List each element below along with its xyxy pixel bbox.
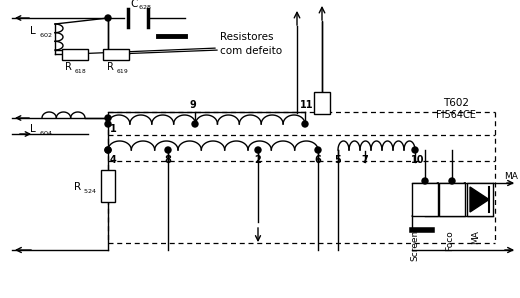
Text: Screen: Screen (410, 230, 420, 261)
Text: R: R (74, 182, 81, 192)
Text: $_{619}$: $_{619}$ (116, 66, 129, 75)
Text: L: L (30, 26, 36, 36)
Text: 11: 11 (300, 100, 314, 110)
Text: 6: 6 (314, 155, 321, 165)
Text: $_{524}$: $_{524}$ (83, 187, 97, 196)
Text: C: C (130, 0, 137, 9)
Text: FI564CE: FI564CE (436, 110, 476, 120)
Text: MA: MA (504, 172, 518, 181)
Text: 4: 4 (110, 155, 117, 165)
Circle shape (422, 178, 428, 184)
Text: Foco: Foco (446, 230, 454, 251)
Text: 1: 1 (110, 124, 117, 134)
Text: 9: 9 (190, 100, 197, 110)
Circle shape (105, 147, 111, 153)
Circle shape (192, 121, 198, 127)
Bar (439, 183, 465, 216)
Circle shape (255, 147, 261, 153)
Text: Resistores: Resistores (220, 32, 274, 42)
Text: T602: T602 (443, 98, 469, 108)
Bar (314, 92, 330, 114)
Circle shape (165, 147, 171, 153)
Text: com defeito: com defeito (220, 46, 282, 56)
Circle shape (412, 147, 418, 153)
Text: 2: 2 (254, 155, 261, 165)
Bar (62, 49, 88, 60)
Text: 8: 8 (164, 155, 171, 165)
Circle shape (449, 178, 455, 184)
Text: $_{602}$: $_{602}$ (39, 30, 53, 40)
Circle shape (105, 115, 111, 121)
Polygon shape (470, 187, 489, 212)
Text: R: R (107, 62, 114, 72)
Circle shape (105, 121, 111, 127)
Circle shape (302, 121, 308, 127)
Bar (103, 49, 129, 60)
Bar (101, 170, 115, 202)
Text: MA: MA (472, 230, 480, 244)
Text: L: L (30, 124, 36, 134)
Text: $_{604}$: $_{604}$ (39, 128, 53, 137)
Bar (467, 183, 493, 216)
Text: $_{628}$: $_{628}$ (138, 2, 152, 12)
Text: 10: 10 (411, 155, 424, 165)
Bar (412, 183, 438, 216)
Circle shape (105, 147, 111, 153)
Text: 7: 7 (361, 155, 368, 165)
Text: 3: 3 (318, 100, 325, 110)
Text: R: R (65, 62, 72, 72)
Text: 5: 5 (334, 155, 341, 165)
Circle shape (105, 15, 111, 21)
Text: $_{618}$: $_{618}$ (74, 66, 87, 75)
Circle shape (315, 147, 321, 153)
